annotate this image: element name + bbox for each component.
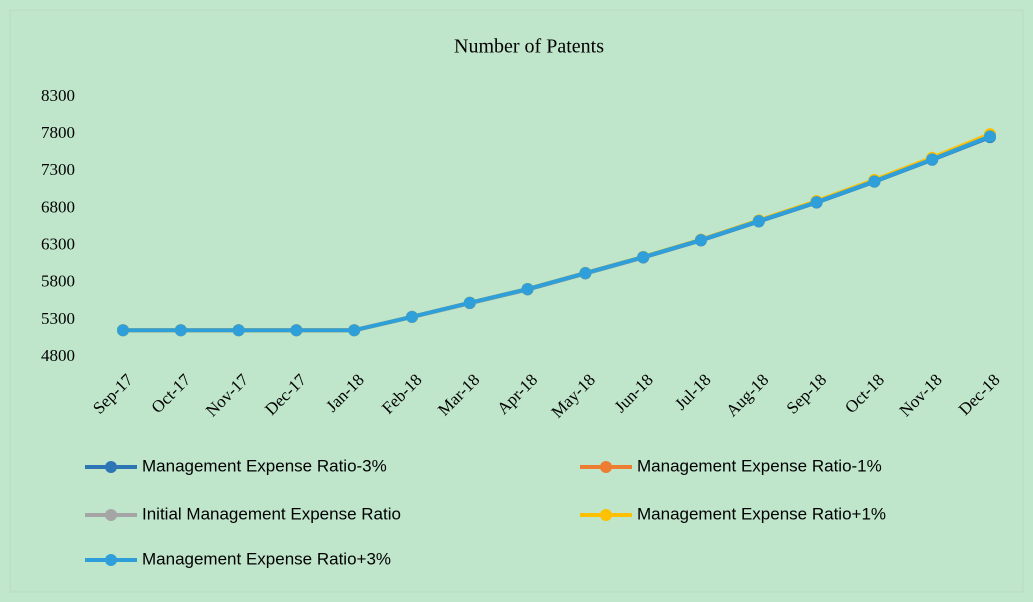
legend-marker	[105, 509, 117, 521]
legend-marker	[600, 461, 612, 473]
legend-marker	[105, 461, 117, 473]
legend-label: Management Expense Ratio-1%	[637, 456, 882, 475]
y-tick-label: 6800	[41, 197, 75, 216]
data-point	[984, 130, 996, 143]
data-point	[752, 215, 765, 228]
y-tick-label: 6300	[41, 234, 75, 253]
y-tick-label: 5800	[41, 272, 75, 291]
data-point	[868, 175, 881, 188]
data-point	[348, 324, 361, 337]
legend-label: Management Expense Ratio+1%	[637, 504, 886, 523]
chart-area	[9, 9, 1024, 593]
legend-label: Initial Management Expense Ratio	[142, 504, 401, 523]
data-point	[463, 296, 476, 309]
legend-label: Management Expense Ratio-3%	[142, 456, 387, 475]
data-point	[695, 234, 707, 246]
data-point	[926, 153, 939, 166]
y-tick-label: 7300	[41, 160, 75, 179]
data-point	[290, 324, 303, 337]
data-point	[117, 324, 129, 337]
data-point	[232, 324, 245, 337]
data-point	[406, 310, 418, 323]
data-point	[637, 251, 650, 264]
data-point	[579, 267, 592, 280]
legend-marker	[105, 554, 117, 566]
y-tick-label: 4800	[41, 346, 75, 365]
y-tick-label: 7800	[41, 123, 75, 142]
data-point	[174, 324, 187, 337]
chart-title: Number of Patents	[454, 36, 604, 58]
series-line	[123, 134, 991, 333]
data-point	[521, 283, 534, 296]
legend-label: Management Expense Ratio+3%	[142, 549, 391, 568]
data-point	[810, 196, 823, 209]
legend-marker	[600, 509, 612, 521]
y-tick-label: 5300	[41, 309, 75, 328]
y-tick-label: 8300	[41, 86, 75, 105]
